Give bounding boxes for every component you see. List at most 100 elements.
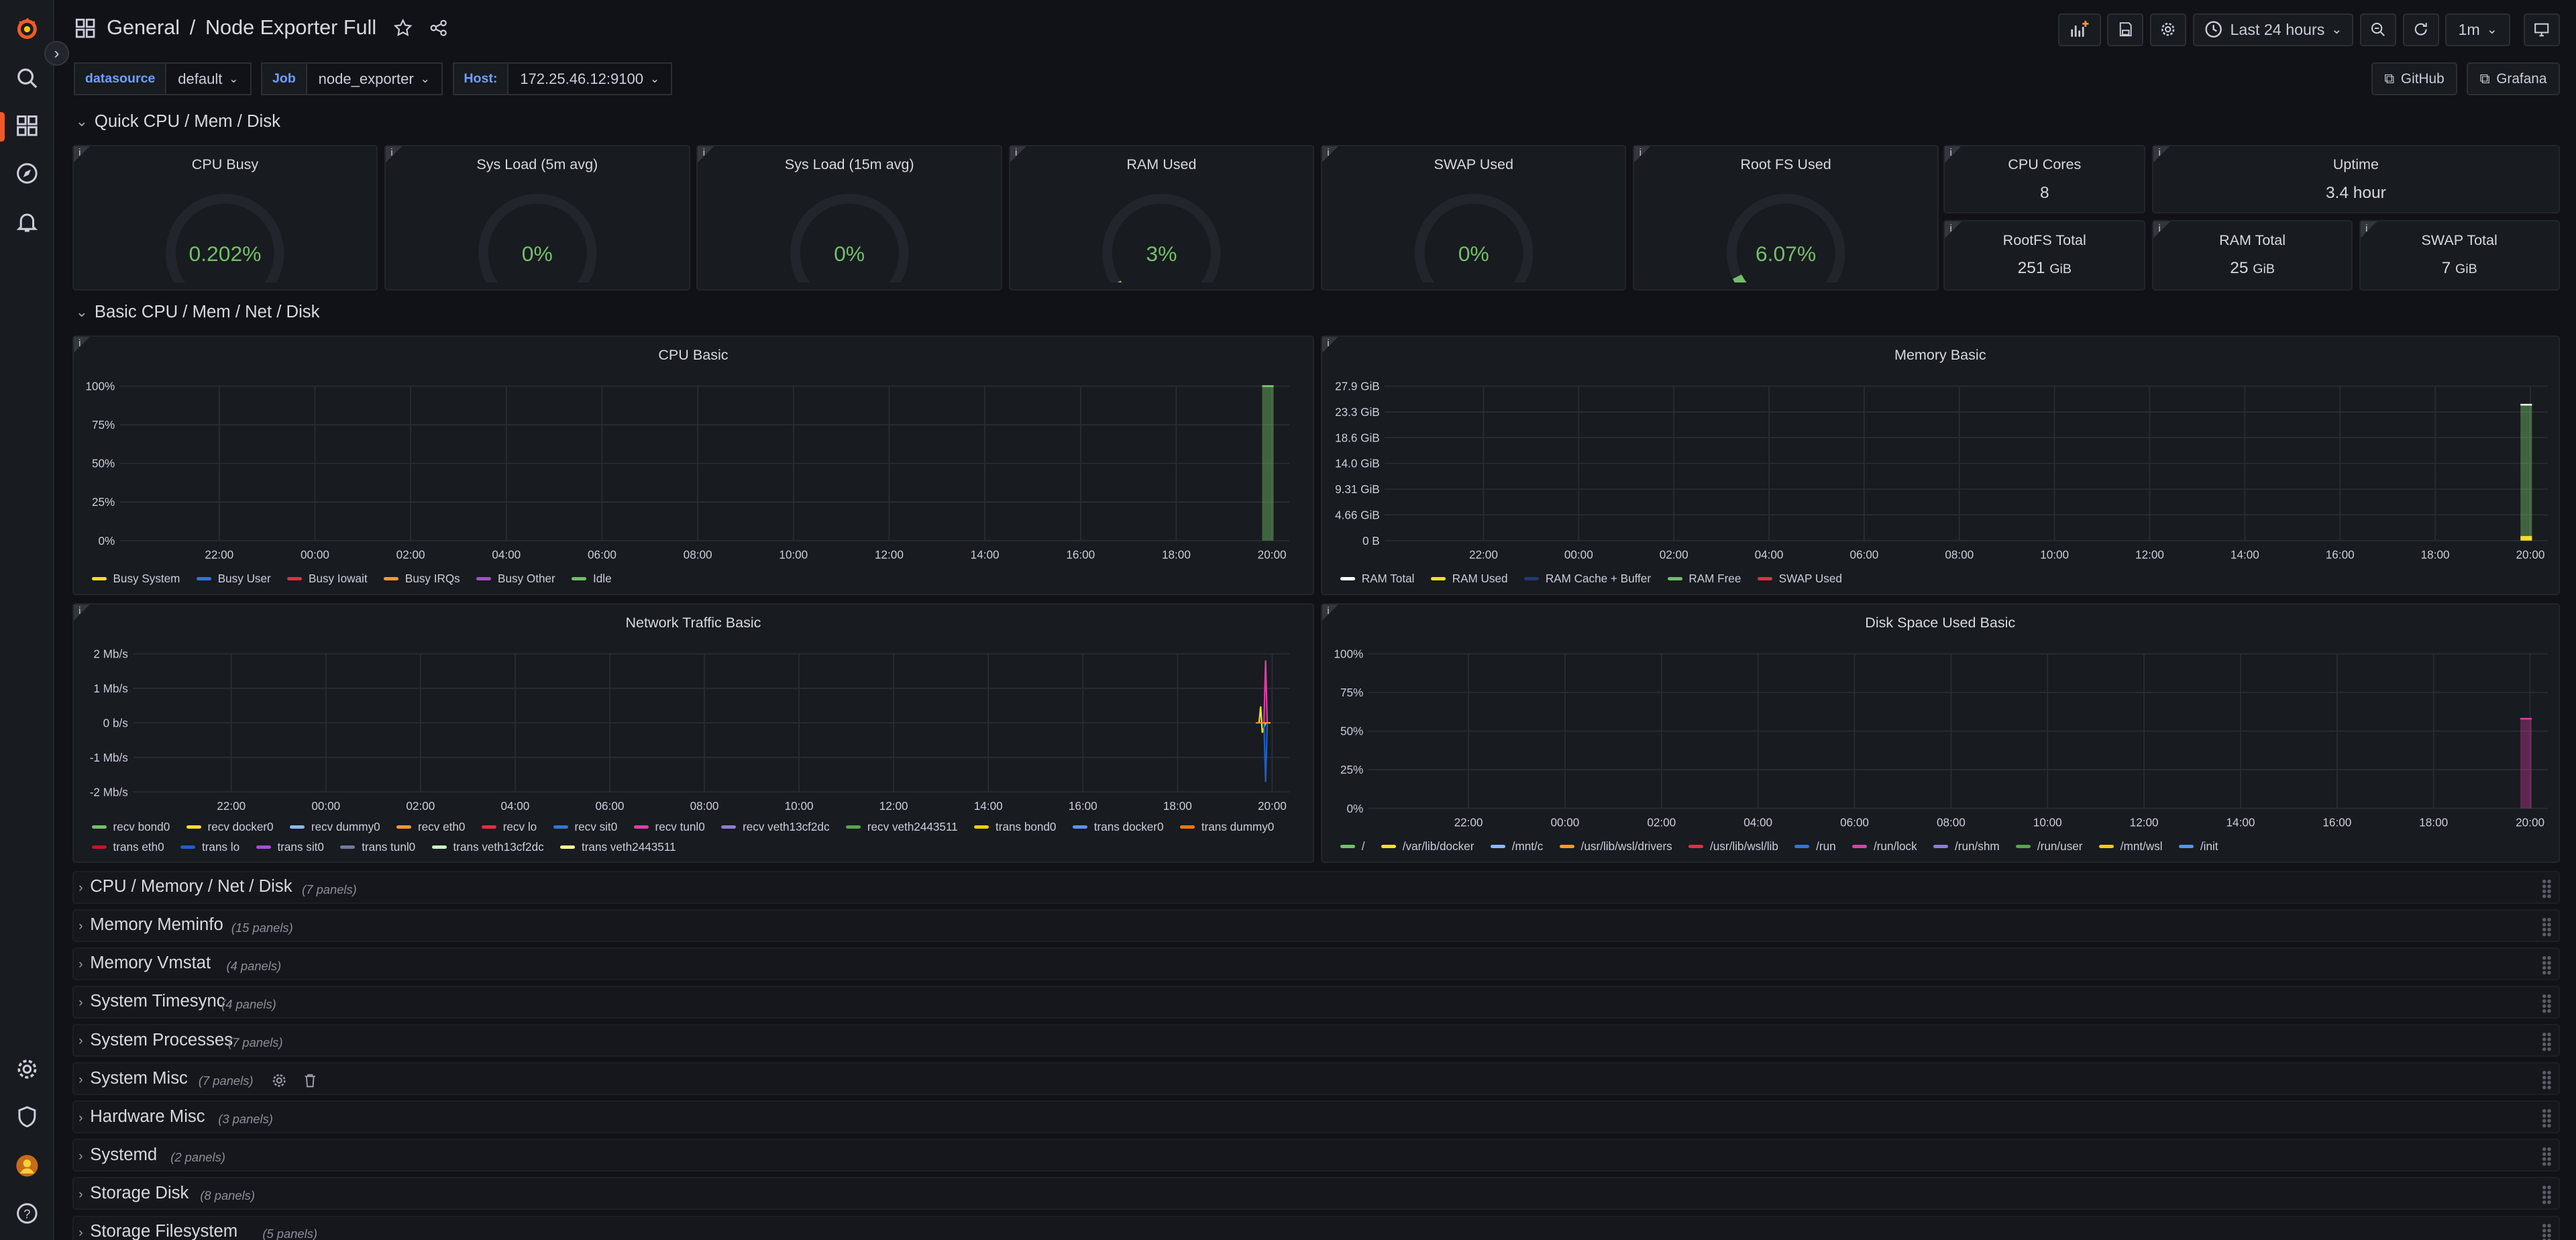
- legend-item[interactable]: recv veth2443511: [846, 820, 958, 834]
- bell-icon[interactable]: [13, 209, 42, 237]
- gauge-panel[interactable]: i RAM Used 3%: [1008, 144, 1315, 291]
- legend-item[interactable]: SWAP Used: [1757, 572, 1842, 586]
- drag-handle-icon[interactable]: [2542, 1108, 2552, 1129]
- gauge-panel[interactable]: i Sys Load (15m avg) 0%: [696, 144, 1002, 291]
- legend-item[interactable]: trans eth0: [91, 840, 164, 854]
- settings-button[interactable]: [2149, 13, 2186, 46]
- stat-panel[interactable]: i RootFS Total 251 GiB: [1943, 220, 2146, 291]
- grafana-link[interactable]: ⧉ Grafana: [2467, 62, 2560, 96]
- save-button[interactable]: [2107, 13, 2144, 46]
- panel-info-icon[interactable]: i: [1322, 336, 1339, 354]
- dashboards-icon[interactable]: [13, 112, 42, 140]
- legend-item[interactable]: recv bond0: [91, 820, 170, 834]
- legend-item[interactable]: Busy IRQs: [384, 572, 460, 586]
- shield-icon[interactable]: [13, 1102, 42, 1131]
- timeseries-panel[interactable]: i Disk Space Used Basic 100% 75% 50% 25% 0% 22:…: [1320, 603, 2560, 863]
- collapsed-row[interactable]: › Systemd (2 panels): [72, 1139, 2560, 1172]
- legend-item[interactable]: trans sit0: [256, 840, 324, 854]
- collapsed-row[interactable]: › System Processes (7 panels): [72, 1024, 2560, 1057]
- drag-handle-icon[interactable]: [2542, 1070, 2552, 1090]
- tv-mode-button[interactable]: [2523, 13, 2560, 46]
- row-header-basic[interactable]: ⌄ Basic CPU / Mem / Net / Disk: [76, 303, 320, 322]
- trash-icon[interactable]: [302, 1072, 318, 1088]
- page-title[interactable]: Node Exporter Full: [205, 16, 377, 40]
- legend-item[interactable]: /usr/lib/wsl/lib: [1688, 839, 1778, 854]
- help-icon[interactable]: ?: [13, 1200, 42, 1228]
- variable-host[interactable]: Host: 172.25.46.12:9100 ⌄: [452, 62, 673, 96]
- legend-item[interactable]: RAM Cache + Buffer: [1524, 572, 1651, 586]
- collapsed-row[interactable]: › Memory Vmstat (4 panels): [72, 947, 2560, 981]
- collapsed-row[interactable]: › Storage Filesystem (5 panels): [72, 1215, 2560, 1240]
- grafana-logo[interactable]: [13, 15, 42, 43]
- add-panel-button[interactable]: [2057, 13, 2101, 46]
- legend-item[interactable]: /mnt/c: [1490, 839, 1543, 854]
- avatar[interactable]: [13, 1152, 42, 1180]
- legend-item[interactable]: trans veth2443511: [560, 840, 676, 854]
- legend-item[interactable]: trans tunl0: [340, 840, 415, 854]
- legend-item[interactable]: recv sit0: [553, 820, 617, 834]
- variable-value-select[interactable]: 172.25.46.12:9100 ⌄: [508, 62, 673, 96]
- collapsed-row[interactable]: › Memory Meminfo (15 panels): [72, 909, 2560, 942]
- collapsed-row[interactable]: › System Misc (7 panels): [72, 1062, 2560, 1096]
- panel-info-icon[interactable]: i: [73, 336, 91, 354]
- legend-item[interactable]: recv lo: [481, 820, 537, 834]
- legend-item[interactable]: /run: [1794, 839, 1836, 854]
- compass-icon[interactable]: [13, 160, 42, 188]
- legend-item[interactable]: /var/lib/docker: [1381, 839, 1474, 854]
- legend-item[interactable]: /: [1340, 839, 1365, 854]
- zoom-out-button[interactable]: [2360, 13, 2396, 46]
- stat-panel[interactable]: i SWAP Total 7 GiB: [2359, 220, 2560, 291]
- legend-item[interactable]: trans veth13cf2dc: [431, 840, 544, 854]
- drag-handle-icon[interactable]: [2542, 1223, 2552, 1240]
- legend-item[interactable]: /run/shm: [1933, 839, 2000, 854]
- refresh-interval-picker[interactable]: 1m ⌄: [2445, 13, 2511, 46]
- drag-handle-icon[interactable]: [2542, 955, 2552, 976]
- variable-value-select[interactable]: node_exporter ⌄: [307, 62, 443, 96]
- drag-handle-icon[interactable]: [2542, 917, 2552, 937]
- legend-item[interactable]: Busy Iowait: [287, 572, 368, 586]
- legend-item[interactable]: recv eth0: [396, 820, 465, 834]
- drag-handle-icon[interactable]: [2542, 1185, 2552, 1205]
- variable-job[interactable]: Job node_exporter ⌄: [261, 62, 443, 96]
- legend-item[interactable]: /run/lock: [1852, 839, 1917, 854]
- gauge-panel[interactable]: i Sys Load (5m avg) 0%: [384, 144, 690, 291]
- legend-item[interactable]: /usr/lib/wsl/drivers: [1559, 839, 1672, 854]
- legend-item[interactable]: /init: [2179, 839, 2218, 854]
- stat-panel[interactable]: i RAM Total 25 GiB: [2152, 220, 2353, 291]
- legend-item[interactable]: trans dummy0: [1180, 820, 1274, 834]
- legend-item[interactable]: recv tunl0: [633, 820, 705, 834]
- collapsed-row[interactable]: › Storage Disk (8 panels): [72, 1177, 2560, 1210]
- collapsed-row[interactable]: › Hardware Misc (3 panels): [72, 1100, 2560, 1134]
- legend-item[interactable]: recv veth13cf2dc: [721, 820, 830, 834]
- panel-info-icon[interactable]: i: [73, 604, 91, 621]
- gauge-panel[interactable]: i SWAP Used 0%: [1320, 144, 1627, 291]
- gauge-panel[interactable]: i CPU Busy 0.202%: [72, 144, 378, 291]
- row-header-quick[interactable]: ⌄ Quick CPU / Mem / Disk: [76, 112, 280, 132]
- drag-handle-icon[interactable]: [2542, 878, 2552, 899]
- legend-item[interactable]: Busy User: [196, 572, 271, 586]
- variable-value-select[interactable]: default ⌄: [166, 62, 252, 96]
- legend-item[interactable]: Busy Other: [476, 572, 555, 586]
- timeseries-panel[interactable]: i Network Traffic Basic 2 Mb/s 1 Mb/s 0 b/s -…: [72, 603, 1315, 863]
- drag-handle-icon[interactable]: [2542, 993, 2552, 1014]
- time-picker-button[interactable]: Last 24 hours ⌄: [2192, 13, 2354, 46]
- legend-item[interactable]: /mnt/wsl: [2098, 839, 2163, 854]
- variable-datasource[interactable]: datasource default ⌄: [74, 62, 252, 96]
- search-icon[interactable]: [13, 64, 42, 93]
- collapsed-row[interactable]: › CPU / Memory / Net / Disk (7 panels): [72, 870, 2560, 904]
- gear-icon[interactable]: [13, 1055, 42, 1083]
- legend-item[interactable]: trans docker0: [1072, 820, 1164, 834]
- legend-item[interactable]: RAM Free: [1667, 572, 1741, 586]
- sidebar-toggle-button[interactable]: ›: [44, 41, 69, 66]
- refresh-button[interactable]: [2402, 13, 2439, 46]
- drag-handle-icon[interactable]: [2542, 1031, 2552, 1052]
- gauge-panel[interactable]: i Root FS Used 6.07%: [1633, 144, 1939, 291]
- timeseries-panel[interactable]: i Memory Basic 27.9 GiB 23.3 GiB 18.6 GiB 14.…: [1320, 335, 2560, 595]
- star-icon[interactable]: [393, 18, 413, 38]
- timeseries-panel[interactable]: i CPU Basic 100% 75% 50% 25% 0% 22:00 00:00 02:00…: [72, 335, 1315, 595]
- legend-item[interactable]: Idle: [572, 572, 612, 586]
- legend-item[interactable]: recv dummy0: [290, 820, 380, 834]
- legend-item[interactable]: RAM Total: [1340, 572, 1414, 586]
- legend-item[interactable]: RAM Used: [1430, 572, 1508, 586]
- legend-item[interactable]: trans bond0: [974, 820, 1056, 834]
